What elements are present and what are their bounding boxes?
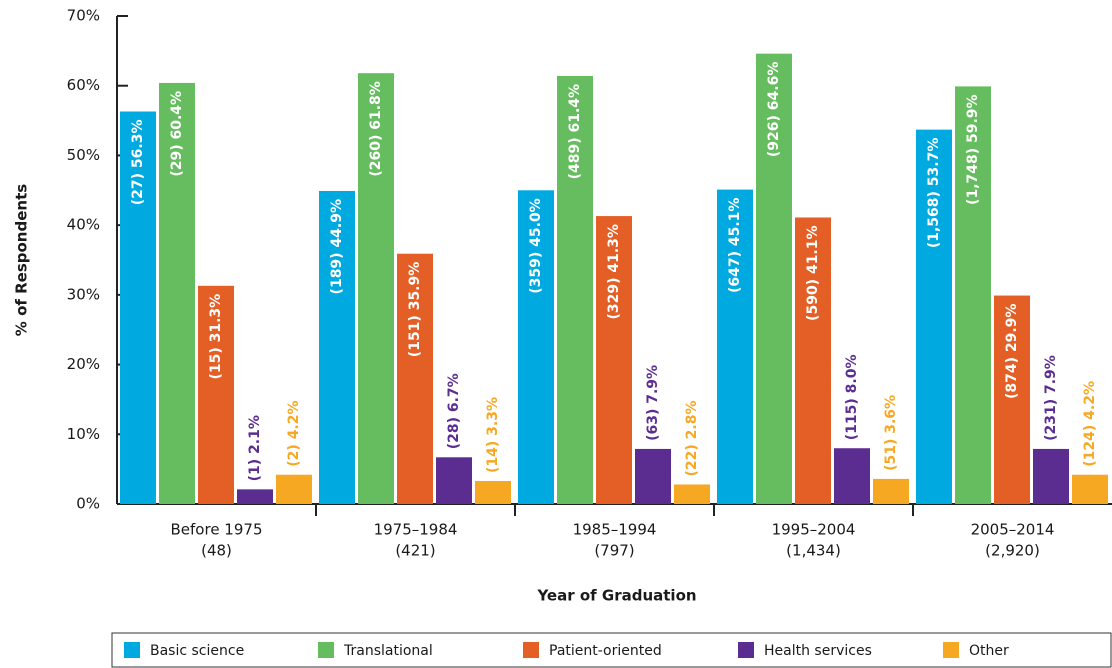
value-label: (1,568) 53.7% (926, 138, 942, 249)
value-label: (874) 29.9% (1004, 304, 1020, 399)
bar (436, 457, 472, 504)
value-label: (15) 31.3% (208, 294, 224, 380)
bar (717, 189, 753, 505)
y-tick-label: 30% (67, 285, 100, 303)
value-label: (63) 7.9% (645, 365, 661, 441)
y-tick-label: 60% (67, 76, 100, 94)
legend-label: Other (969, 643, 1009, 659)
x-tick-label: (2,920) (985, 542, 1040, 560)
legend-swatch (318, 642, 334, 658)
x-tick-label: 1985–1994 (573, 521, 657, 539)
value-label: (1,748) 59.9% (965, 94, 981, 205)
bar (873, 478, 909, 504)
value-label: (926) 64.6% (766, 62, 782, 157)
bar (834, 448, 870, 504)
y-tick-label: 40% (67, 216, 100, 234)
y-axis-title: % of Respondents (13, 184, 31, 336)
bar (756, 53, 792, 504)
value-label: (14) 3.3% (485, 397, 501, 473)
value-label: (260) 61.8% (368, 81, 384, 176)
value-label: (115) 8.0% (844, 354, 860, 440)
x-tick-label: 1995–2004 (772, 521, 856, 539)
bar (596, 216, 632, 504)
y-tick-label: 0% (76, 495, 100, 513)
x-tick-label: 2005–2014 (971, 521, 1055, 539)
value-label: (231) 7.9% (1043, 355, 1059, 441)
value-label: (329) 41.3% (606, 224, 622, 319)
x-tick-label: (797) (594, 542, 634, 560)
legend-swatch (523, 642, 539, 658)
bar (1033, 448, 1069, 504)
value-label: (189) 44.9% (329, 199, 345, 294)
x-tick-label: (1,434) (786, 542, 841, 560)
bar (635, 448, 671, 504)
x-tick-label: (48) (201, 542, 232, 560)
legend-label: Patient-oriented (549, 643, 662, 659)
bar (557, 75, 593, 504)
x-axis-title: Year of Graduation (536, 587, 696, 605)
y-tick-label: 10% (67, 425, 100, 443)
bar (475, 480, 511, 504)
bar (159, 82, 195, 504)
bar (994, 295, 1030, 504)
legend-swatch (943, 642, 959, 658)
y-tick-label: 20% (67, 355, 100, 373)
y-tick-label: 50% (67, 146, 100, 164)
bar (319, 190, 355, 505)
value-label: (590) 41.1% (805, 225, 821, 320)
x-tick-label: 1975–1984 (374, 521, 458, 539)
bar (198, 285, 234, 504)
bar (397, 253, 433, 504)
bar (276, 474, 312, 504)
bar (795, 217, 831, 504)
legend-label: Translational (343, 643, 433, 659)
value-label: (647) 45.1% (727, 198, 743, 293)
value-label: (124) 4.2% (1082, 381, 1098, 467)
value-label: (151) 35.9% (407, 262, 423, 357)
legend-swatch (124, 642, 140, 658)
x-tick-label: Before 1975 (171, 521, 263, 539)
x-tick-label: (421) (395, 542, 435, 560)
bar (237, 489, 273, 504)
value-label: (2) 4.2% (286, 400, 302, 466)
value-label: (489) 61.4% (567, 84, 583, 179)
value-label: (29) 60.4% (169, 91, 185, 177)
value-label: (22) 2.8% (684, 400, 700, 476)
legend-label: Health services (764, 643, 872, 659)
value-label: (1) 2.1% (247, 415, 263, 481)
value-label: (28) 6.7% (446, 373, 462, 449)
bar (358, 73, 394, 504)
legend-swatch (738, 642, 754, 658)
bar (1072, 474, 1108, 504)
legend-label: Basic science (150, 643, 244, 659)
value-label: (27) 56.3% (130, 120, 146, 206)
y-tick-label: 70% (67, 7, 100, 25)
value-label: (359) 45.0% (528, 198, 544, 293)
bar (916, 129, 952, 505)
bar (120, 111, 156, 504)
bar (518, 190, 554, 505)
legend (111, 632, 1112, 668)
value-label: (51) 3.6% (883, 395, 899, 471)
bar (674, 484, 710, 504)
bar (955, 86, 991, 504)
